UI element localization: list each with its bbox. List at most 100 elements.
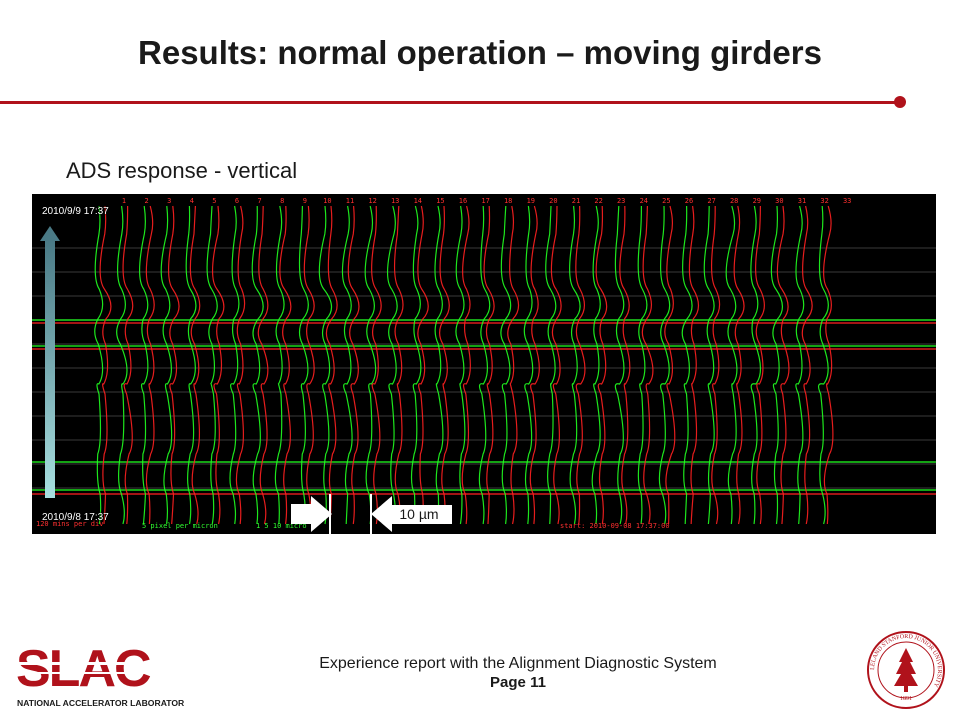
channel-trace — [364, 205, 377, 525]
channel-trace — [206, 205, 218, 525]
channel-trace — [688, 205, 700, 525]
channel-trace — [658, 205, 671, 525]
trace-canvas — [32, 205, 936, 525]
channel-trace — [303, 205, 315, 525]
channel-trace — [387, 205, 398, 525]
channel-number: 31 — [797, 197, 807, 205]
channel-number: 25 — [662, 197, 671, 205]
channel-trace — [393, 205, 404, 525]
slide-title: Results: normal operation – moving girde… — [138, 34, 822, 71]
channel-trace — [523, 205, 534, 525]
channel-trace — [189, 205, 201, 525]
channel-trace — [801, 205, 813, 525]
ads-response-plot: 1 2 3 4 5 6 7 8 9 10 11 12 13 14 15 16 17 18 19 20 21 22 23 24 2… — [32, 194, 936, 534]
channel-trace — [681, 205, 693, 525]
channel-trace — [703, 205, 715, 525]
svg-text:1891: 1891 — [900, 696, 912, 702]
slide-subtitle: ADS response - vertical — [66, 158, 298, 183]
channel-number: 24 — [639, 197, 649, 205]
plot-footer-pixel-scale: 5 pixel per micron — [142, 522, 218, 530]
channel-number: 32 — [820, 197, 829, 205]
channel-number: 33 — [842, 197, 852, 205]
channel-trace — [211, 205, 225, 525]
channel-number: 11 — [345, 197, 355, 205]
channel-trace — [341, 205, 353, 525]
channel-number: 4 — [189, 197, 194, 205]
channel-trace — [569, 205, 581, 525]
channel-trace — [251, 205, 264, 525]
channel-number: 27 — [707, 197, 716, 205]
channel-trace — [483, 205, 495, 525]
channel-trace — [94, 205, 104, 525]
channel-number: 2 — [144, 197, 149, 205]
channel-trace — [257, 205, 269, 525]
channel-trace — [614, 205, 625, 525]
channel-number: 28 — [729, 197, 739, 205]
channel-number-row: 1 2 3 4 5 6 7 8 9 10 11 12 13 14 15 16 17 18 19 20 21 22 23 24 2… — [32, 197, 936, 207]
channel-number: 23 — [616, 197, 626, 205]
channel-number: 8 — [280, 197, 285, 205]
channel-trace — [817, 205, 829, 525]
channel-number: 18 — [503, 197, 513, 205]
channel-trace — [529, 205, 540, 525]
channel-trace — [116, 205, 128, 525]
slac-logo: SLAC NATIONAL ACCELERATOR LABORATORY — [16, 640, 184, 708]
channel-number: 7 — [257, 197, 262, 205]
channel-trace — [795, 205, 805, 525]
channel-trace — [545, 205, 557, 525]
channel-trace — [279, 205, 292, 525]
channel-trace — [725, 205, 738, 525]
channel-number: 14 — [413, 197, 423, 205]
stanford-seal: LELAND STANFORD JUNIOR UNIVERSITY 1891 — [867, 631, 945, 709]
channel-number: 22 — [594, 197, 603, 205]
arrow-right-icon — [291, 494, 332, 534]
channel-trace — [347, 205, 360, 525]
channel-trace — [99, 205, 112, 525]
channel-number: 15 — [436, 197, 445, 205]
channel-trace — [274, 205, 285, 525]
channel-number: 19 — [526, 197, 536, 205]
channel-trace — [455, 205, 466, 525]
scale-label: 10 µm — [386, 505, 452, 524]
channel-trace — [229, 205, 240, 525]
channel-number: 17 — [481, 197, 490, 205]
plot-footer-time-scale: 120 mins per div — [36, 520, 104, 528]
channel-trace — [776, 205, 790, 525]
channel-trace — [122, 205, 134, 525]
svg-text:NATIONAL ACCELERATOR LABORATOR: NATIONAL ACCELERATOR LABORATORY — [17, 698, 184, 708]
channel-trace — [478, 205, 491, 525]
channel-trace — [298, 205, 309, 525]
channel-trace — [434, 205, 444, 525]
channel-trace — [591, 205, 601, 525]
channel-trace — [325, 205, 338, 525]
channel-number: 9 — [302, 197, 307, 205]
channel-number: 10 — [323, 197, 332, 205]
channel-trace — [641, 205, 654, 525]
channel-trace — [711, 205, 721, 525]
channel-number: 6 — [234, 197, 240, 205]
channel-trace — [750, 205, 762, 525]
timestamp-top: 2010/9/9 17:37 — [42, 206, 109, 217]
channel-trace — [417, 205, 429, 525]
channel-trace — [235, 205, 246, 525]
channel-number: 12 — [368, 197, 377, 205]
timestamp-bottom: 2010/9/8 17:37 — [42, 512, 109, 523]
channel-trace — [550, 205, 562, 525]
channel-number: 30 — [775, 197, 784, 205]
slide-footer: Experience report with the Alignment Dia… — [250, 654, 786, 692]
channel-number: 29 — [752, 197, 762, 205]
channel-trace — [500, 205, 512, 525]
channel-trace — [619, 205, 631, 525]
channel-number: 21 — [571, 197, 581, 205]
channel-number: 26 — [684, 197, 694, 205]
svg-text:SLAC: SLAC — [16, 640, 151, 698]
channel-trace — [145, 205, 155, 525]
channel-trace — [507, 205, 520, 525]
channel-trace — [167, 205, 180, 525]
page-number: Page 11 — [490, 674, 546, 691]
channel-trace — [575, 205, 586, 525]
channel-trace — [755, 205, 765, 525]
channel-number: 3 — [167, 197, 172, 205]
channel-trace — [595, 205, 608, 525]
plot-footer-micro-scale: 1 5 10 micro — [256, 522, 307, 530]
